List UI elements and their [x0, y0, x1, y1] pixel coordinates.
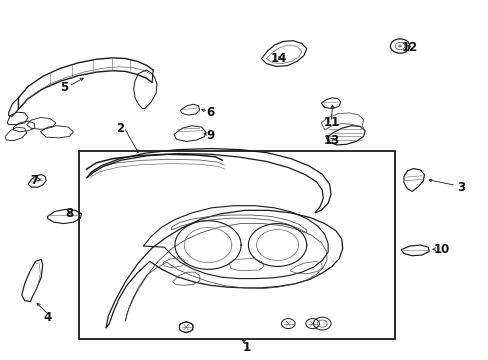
Text: 9: 9	[206, 129, 214, 142]
Text: 12: 12	[401, 41, 417, 54]
Circle shape	[397, 45, 401, 48]
Text: 7: 7	[30, 174, 39, 186]
Text: 11: 11	[323, 116, 340, 129]
Text: 3: 3	[456, 181, 464, 194]
Text: 5: 5	[61, 81, 69, 94]
Text: 2: 2	[116, 122, 124, 135]
Text: 13: 13	[323, 134, 340, 147]
Text: 14: 14	[270, 52, 286, 65]
Text: 6: 6	[206, 105, 214, 119]
Text: 1: 1	[243, 341, 250, 354]
Text: 4: 4	[43, 311, 52, 324]
Text: 8: 8	[65, 207, 73, 220]
Bar	[79, 152, 394, 339]
Text: 10: 10	[432, 243, 448, 256]
